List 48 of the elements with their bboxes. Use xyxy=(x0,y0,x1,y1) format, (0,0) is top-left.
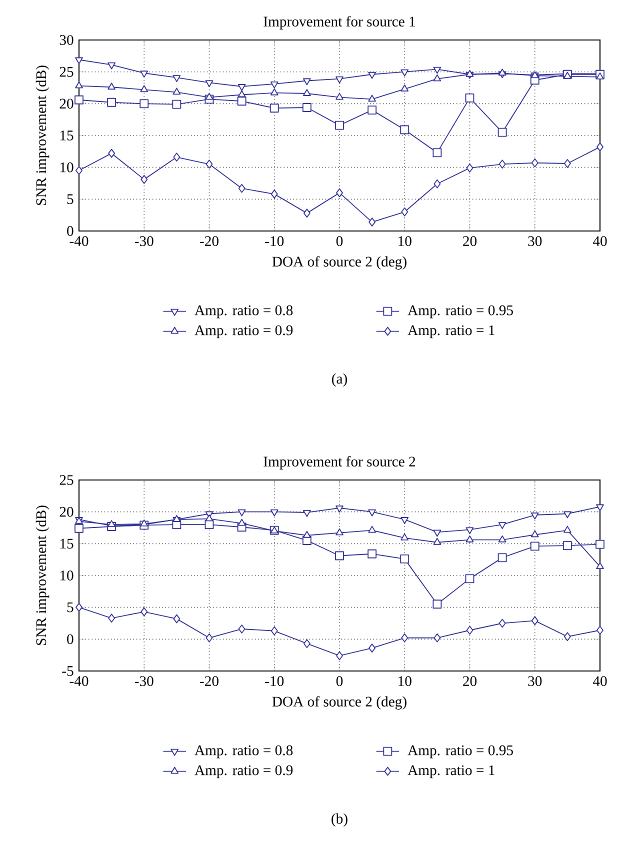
y-axis-title: SNR improvement (dB) xyxy=(36,506,50,645)
x-tick-label: 30 xyxy=(528,236,542,246)
chart-title: Improvement for source 1 xyxy=(264,16,415,30)
x-tick-label: -20 xyxy=(200,236,218,246)
x-tick-label: 0 xyxy=(336,236,343,246)
chart-title: Improvement for source 2 xyxy=(264,456,416,470)
y-tick-label: -5 xyxy=(62,666,74,676)
y-tick-label: 15 xyxy=(60,538,74,549)
x-tick-label: -20 xyxy=(200,676,218,686)
x-tick-label: -30 xyxy=(134,236,154,246)
x-tick-label: 10 xyxy=(398,676,412,686)
y-tick-label: 20 xyxy=(60,506,74,517)
y-tick-label: 25 xyxy=(60,475,74,485)
text: (a) xyxy=(332,373,347,387)
legend-label: Amp. ratio = 0.9 xyxy=(194,765,293,778)
y-axis-title: SNR improvement (dB) xyxy=(36,66,50,205)
y-tick-label: 5 xyxy=(67,602,74,612)
x-tick-label: 0 xyxy=(336,676,343,686)
y-tick-label: 5 xyxy=(67,194,74,204)
x-tick-label: 20 xyxy=(463,676,477,686)
y-tick-label: 10 xyxy=(60,162,74,172)
x-axis-title: DOA of source 2 (deg) xyxy=(272,256,406,270)
x-tick-label: -10 xyxy=(265,676,284,686)
x-tick-label: -40 xyxy=(70,236,88,246)
legend-label: Amp. ratio = 1 xyxy=(408,765,494,778)
x-tick-label: -10 xyxy=(265,236,284,246)
legend-label: Amp. ratio = 0.8 xyxy=(194,305,293,318)
y-tick-label: 20 xyxy=(60,98,74,109)
x-tick-label: -40 xyxy=(70,676,88,686)
legend-label: Amp. ratio = 0.95 xyxy=(408,745,513,758)
legend-label: Amp. ratio = 0.95 xyxy=(408,305,513,318)
x-tick-label: 30 xyxy=(528,676,542,686)
x-tick-label: 40 xyxy=(592,236,607,246)
x-tick-label: 40 xyxy=(592,676,607,686)
text: (b) xyxy=(332,813,348,827)
legend-label: Amp. ratio = 1 xyxy=(408,325,494,338)
y-tick-label: 30 xyxy=(60,35,74,45)
y-tick-label: 25 xyxy=(60,66,74,77)
y-tick-label: 15 xyxy=(60,130,74,140)
legend-label: Amp. ratio = 0.8 xyxy=(194,745,293,758)
legend-label: Amp. ratio = 0.9 xyxy=(194,325,293,338)
y-tick-label: 0 xyxy=(67,226,74,236)
x-tick-label: -30 xyxy=(134,676,154,686)
x-axis-title: DOA of source 2 (deg) xyxy=(272,696,406,710)
y-tick-label: 10 xyxy=(60,570,74,580)
x-tick-label: 20 xyxy=(463,236,477,246)
y-tick-label: 0 xyxy=(67,634,74,644)
x-tick-label: 10 xyxy=(398,236,412,246)
